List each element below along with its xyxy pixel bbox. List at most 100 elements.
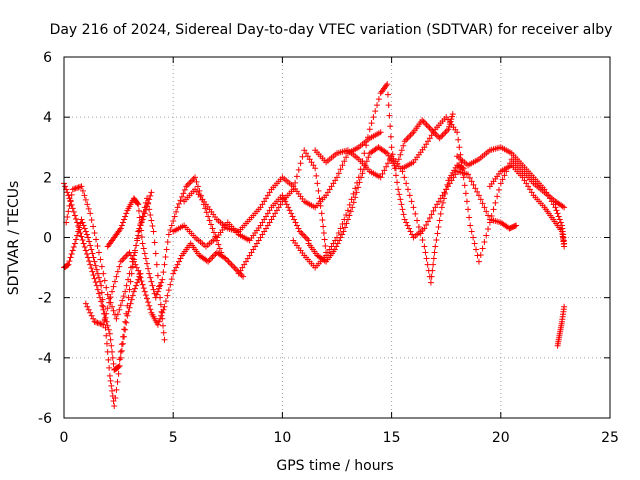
data-point <box>74 184 81 191</box>
data-point <box>77 183 84 190</box>
data-point <box>429 127 436 134</box>
data-point <box>355 184 362 191</box>
data-point <box>129 255 136 262</box>
data-point <box>146 302 153 309</box>
data-point <box>145 265 152 272</box>
x-tick-label: 25 <box>601 430 619 446</box>
data-point <box>526 186 533 193</box>
data-point <box>430 129 437 136</box>
data-point <box>133 264 140 271</box>
data-point <box>408 198 415 205</box>
data-point <box>114 311 121 318</box>
data-point <box>395 156 402 163</box>
data-point <box>435 223 442 230</box>
data-point <box>400 142 407 149</box>
data-point <box>91 275 98 282</box>
data-point <box>259 219 266 226</box>
data-point <box>263 195 270 202</box>
data-point <box>118 341 125 348</box>
series-track-7 <box>181 129 384 235</box>
data-point <box>119 340 126 347</box>
data-point <box>64 213 71 220</box>
data-point <box>140 208 147 215</box>
data-point <box>114 268 121 275</box>
data-point <box>109 387 116 394</box>
data-point <box>431 249 438 256</box>
data-point <box>331 246 338 253</box>
data-point <box>139 281 146 288</box>
data-point <box>511 222 518 229</box>
data-point <box>448 116 455 123</box>
data-point <box>142 255 149 262</box>
data-point <box>146 270 153 277</box>
data-point <box>85 205 92 212</box>
data-point <box>348 196 355 203</box>
data-point <box>93 236 100 243</box>
data-point <box>229 263 236 270</box>
x-tick-label: 20 <box>492 430 510 446</box>
chart-title: Day 216 of 2024, Sidereal Day-to-day VTE… <box>50 22 613 38</box>
data-point <box>221 254 228 261</box>
data-point <box>343 154 350 161</box>
data-point <box>110 360 117 367</box>
data-point <box>137 274 144 281</box>
data-point <box>88 312 95 319</box>
data-point <box>100 270 107 277</box>
data-point <box>81 225 88 232</box>
data-point <box>346 212 353 219</box>
data-point <box>414 217 421 224</box>
data-point <box>78 183 85 190</box>
data-point <box>330 180 337 187</box>
data-point <box>100 303 107 310</box>
data-point <box>64 262 71 269</box>
data-point <box>122 326 129 333</box>
data-point <box>148 189 155 196</box>
data-point <box>138 217 145 224</box>
data-point <box>334 240 341 247</box>
data-point <box>340 228 347 235</box>
data-point <box>101 277 108 284</box>
y-tick-label: 2 <box>43 170 52 186</box>
data-point <box>90 315 97 322</box>
data-point <box>403 219 410 226</box>
data-point <box>354 179 361 186</box>
data-point <box>401 138 408 145</box>
data-point <box>171 267 178 274</box>
data-point <box>554 210 561 217</box>
data-point <box>95 290 102 297</box>
data-point <box>314 180 321 187</box>
data-point <box>326 186 333 193</box>
data-point <box>477 196 484 203</box>
data-point <box>115 363 122 370</box>
data-point <box>557 219 564 226</box>
data-point <box>304 236 311 243</box>
data-point <box>160 306 167 313</box>
data-point <box>151 239 158 246</box>
data-point <box>392 172 399 179</box>
series-track-13 <box>454 144 568 247</box>
data-point <box>154 321 161 328</box>
data-point <box>429 267 436 274</box>
data-point <box>99 302 106 309</box>
data-point <box>387 123 394 130</box>
y-tick-label: -6 <box>38 411 52 427</box>
data-point <box>286 207 293 214</box>
data-point <box>145 200 152 207</box>
data-point <box>135 267 142 274</box>
data-point <box>150 228 157 235</box>
data-point <box>91 318 98 325</box>
series-track-11 <box>312 147 467 286</box>
data-point <box>299 153 306 160</box>
data-point <box>126 249 133 256</box>
data-point <box>73 236 80 243</box>
data-point <box>317 202 324 209</box>
data-point <box>292 219 299 226</box>
data-point <box>171 213 178 220</box>
data-point <box>326 246 333 253</box>
data-point <box>244 255 251 262</box>
data-point <box>112 394 119 401</box>
data-point <box>290 186 297 193</box>
data-point <box>419 237 426 244</box>
data-point <box>483 208 490 215</box>
data-point <box>161 303 168 310</box>
